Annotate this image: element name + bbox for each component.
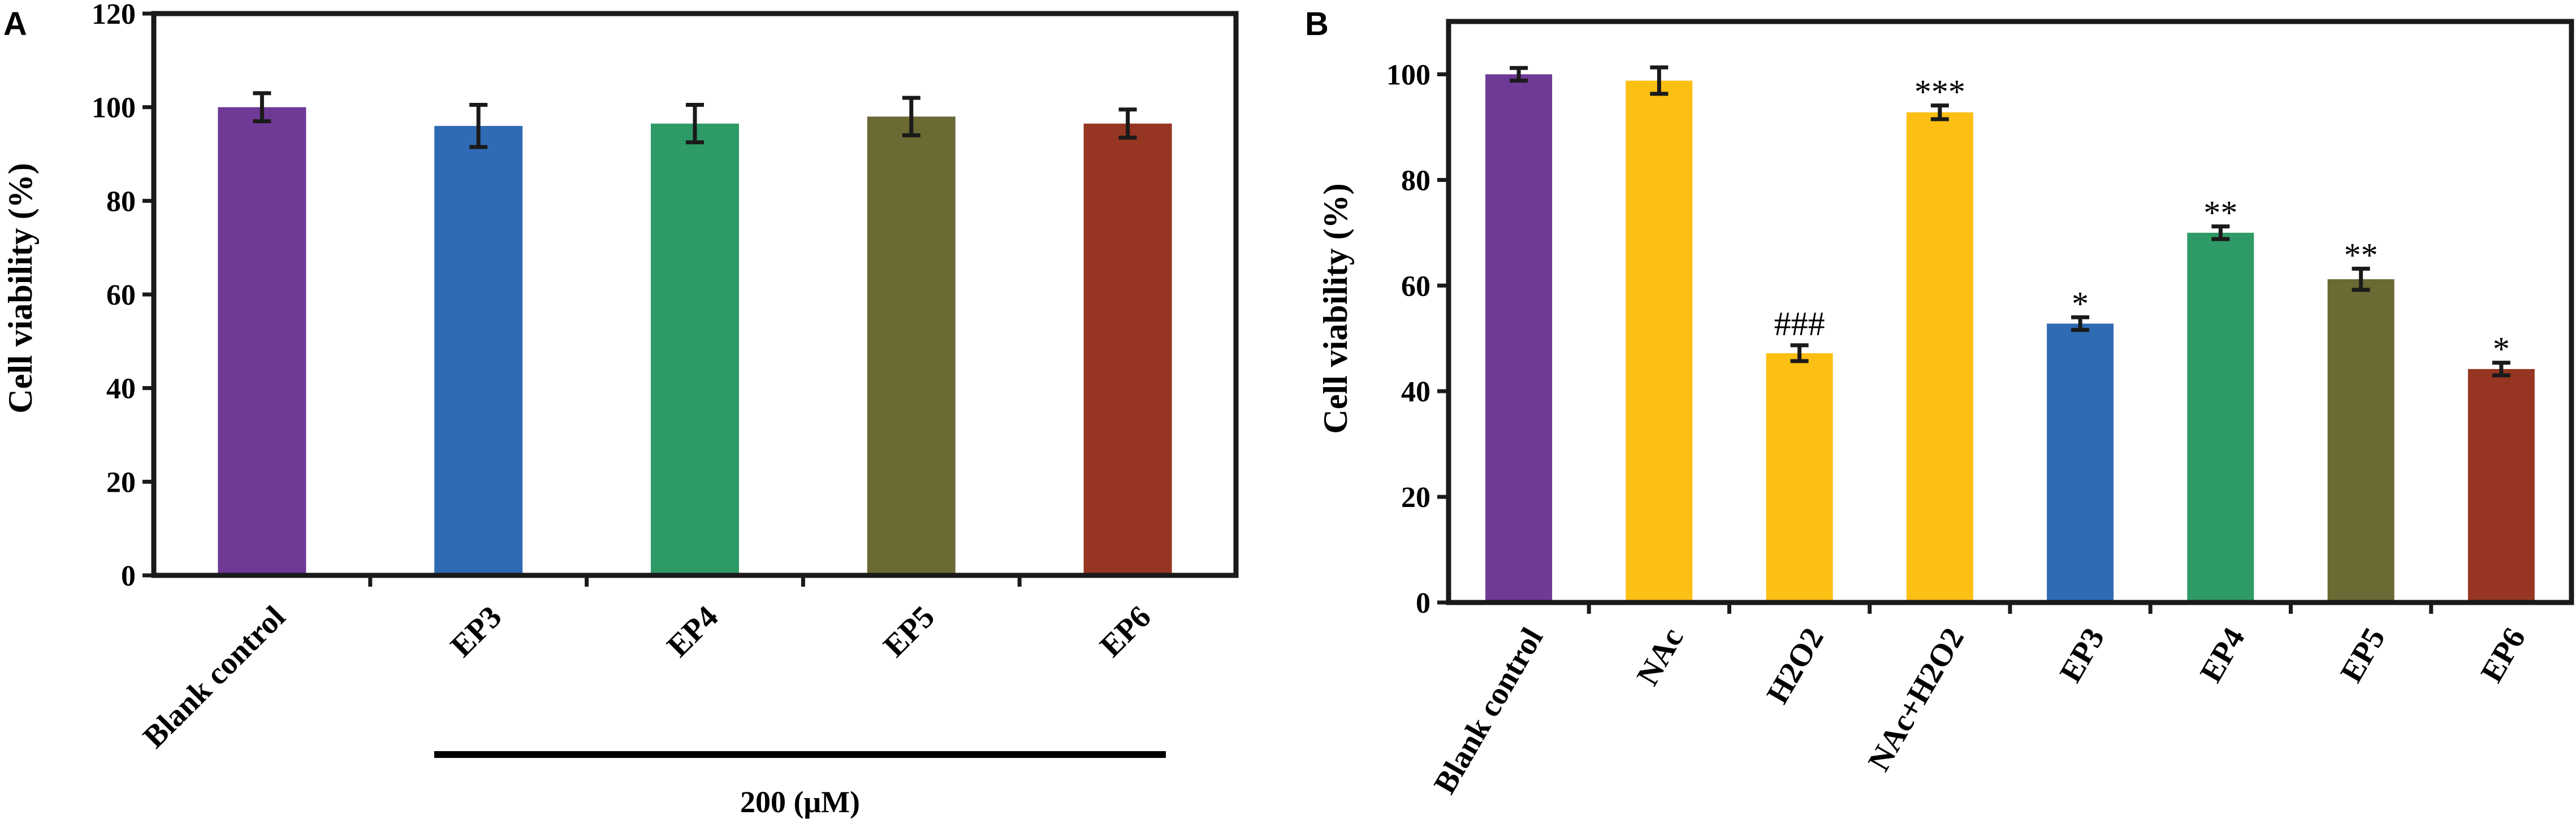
- panel-a-y-tick-label: 20: [106, 466, 136, 498]
- panel-b-bar: [1626, 80, 1693, 603]
- panel-b-significance-label: *: [2493, 331, 2510, 368]
- panel-b-y-axis-title: Cell viability (%): [1317, 183, 1354, 433]
- panel-b-bar: [2327, 279, 2395, 602]
- panel-a-bar: [218, 107, 306, 575]
- panel-a-plot-frame: [151, 11, 1239, 578]
- panel-b-letter: B: [1305, 6, 1329, 42]
- panel-b-significance-label: *: [2072, 285, 2089, 322]
- panel-b-significance-label: ###: [1774, 305, 1825, 343]
- panel-b-y-tick-label: 0: [1416, 587, 1430, 619]
- panel-a-y-tick-label: 0: [121, 560, 136, 592]
- panel-a-bar: [867, 116, 956, 575]
- panel-b-y-tick-label: 40: [1401, 376, 1430, 408]
- panel-b-plot-frame: [1446, 19, 2574, 605]
- panel-a-y-tick-label: 100: [92, 92, 136, 124]
- panel-a-y-axis-title: Cell viability (%): [2, 163, 39, 413]
- panel-b-y-tick-label: 80: [1401, 164, 1430, 197]
- panel-b-bar: [2047, 323, 2114, 602]
- panel-b-significance-label: **: [2344, 236, 2378, 274]
- panel-a-letter: A: [3, 6, 27, 42]
- panel-a-bar: [1083, 123, 1172, 576]
- panel-b-bar: [1906, 112, 1973, 602]
- panel-b-y-tick-label: 20: [1401, 482, 1430, 514]
- panel-a-bar: [651, 123, 739, 576]
- panel-a: A Cell viability (%) 020406080100120Blan…: [2, 0, 1239, 819]
- panel-b-bar: [2467, 369, 2535, 602]
- panel-a-group-label: 200 (μM): [740, 785, 860, 819]
- panel-b-significance-label: ***: [1914, 73, 1965, 111]
- panel-b-bar: [1485, 74, 1553, 603]
- panel-a-y-tick-label: 40: [106, 373, 136, 405]
- panel-a-y-tick-label: 60: [106, 279, 136, 311]
- panel-b-y-tick-label: 100: [1386, 59, 1430, 91]
- panel-a-y-tick-label: 80: [106, 185, 136, 218]
- panel-a-y-tick-label: 120: [92, 0, 136, 31]
- panel-b-bar: [1766, 353, 1833, 602]
- panel-b-significance-label: **: [2203, 194, 2237, 232]
- panel-a-bar: [434, 125, 523, 576]
- panel-b-y-tick-label: 60: [1401, 270, 1430, 302]
- panel-b-bar: [2187, 232, 2254, 602]
